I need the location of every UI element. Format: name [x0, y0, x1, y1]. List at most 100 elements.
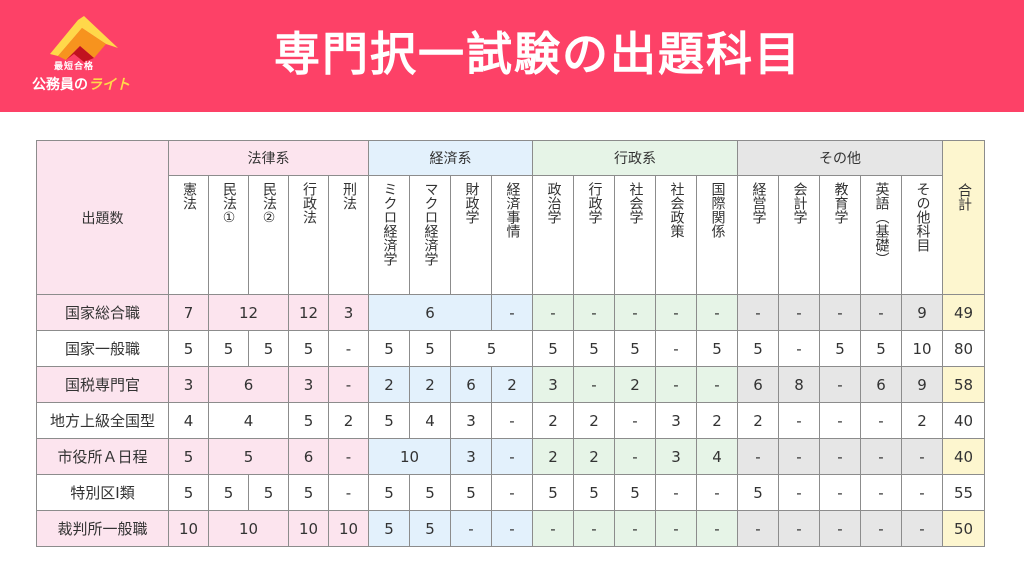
table-cell: 5: [368, 402, 410, 439]
table-cell: 10: [288, 510, 329, 547]
table-cell: -: [778, 510, 820, 547]
total-header: 合計: [942, 140, 985, 295]
row-label: 市役所Ａ日程: [36, 438, 169, 475]
subject-header: 民法②: [248, 175, 289, 295]
table-cell: 12: [288, 294, 329, 331]
table-cell: -: [901, 438, 943, 475]
table-cell: 2: [737, 402, 779, 439]
subjects-table: 出題数 法律系 経済系 行政系 その他 合計 憲法 民法① 民法② 行政法 刑法…: [36, 140, 985, 547]
table-cell: 5: [288, 474, 329, 511]
table-cell: 2: [368, 366, 410, 403]
subject-header: 経済事情: [491, 175, 533, 295]
table-cell: 5: [288, 402, 329, 439]
row-label: 地方上級全国型: [36, 402, 169, 439]
table-cell: 4: [696, 438, 738, 475]
table-cell: 5: [248, 330, 289, 367]
subject-header: 経営学: [737, 175, 779, 295]
total-cell: 55: [942, 474, 985, 511]
group-header-other: その他: [737, 140, 943, 176]
header-banner: 最短合格 公務員のライト 専門択一試験の出題科目: [0, 0, 1024, 112]
total-cell: 49: [942, 294, 985, 331]
group-header-law: 法律系: [168, 140, 369, 176]
table-cell: 5: [208, 438, 289, 475]
table-cell: -: [860, 474, 902, 511]
total-cell: 58: [942, 366, 985, 403]
table-cell: 2: [614, 366, 656, 403]
table-cell: -: [737, 438, 779, 475]
table-cell: -: [573, 366, 615, 403]
table-cell: -: [655, 366, 697, 403]
table-cell: 9: [901, 294, 943, 331]
logo-text-main: 公務員の: [32, 77, 88, 93]
table-cell: 5: [614, 330, 656, 367]
table-cell: 10: [901, 330, 943, 367]
table-cell: 6: [860, 366, 902, 403]
table-cell: 9: [901, 366, 943, 403]
table-cell: -: [778, 294, 820, 331]
logo-text: 公務員のライト: [32, 74, 130, 94]
total-cell: 50: [942, 510, 985, 547]
table-cell: 5: [208, 330, 249, 367]
table-cell: 5: [368, 474, 410, 511]
table-cell: 6: [288, 438, 329, 475]
table-cell: -: [328, 330, 369, 367]
row-label: 国家総合職: [36, 294, 169, 331]
table-cell: -: [696, 366, 738, 403]
logo-text-accent: ライト: [88, 77, 130, 93]
table-cell: 5: [696, 330, 738, 367]
table-cell: 10: [168, 510, 209, 547]
subject-header: ミクロ経済学: [368, 175, 410, 295]
table-cell: 3: [450, 438, 492, 475]
table-cell: -: [655, 294, 697, 331]
table-cell: 6: [208, 366, 289, 403]
table-cell: -: [696, 294, 738, 331]
table-cell: 3: [288, 366, 329, 403]
table-cell: 2: [573, 438, 615, 475]
subject-header: 教育学: [819, 175, 861, 295]
table-cell: 5: [737, 330, 779, 367]
table-cell: 2: [573, 402, 615, 439]
table-cell: -: [860, 294, 902, 331]
total-cell: 80: [942, 330, 985, 367]
table-cell: 3: [450, 402, 492, 439]
subject-header: 会計学: [778, 175, 820, 295]
table-cell: -: [614, 438, 656, 475]
table-cell: -: [819, 294, 861, 331]
table-cell: -: [696, 474, 738, 511]
group-header-admin: 行政系: [532, 140, 738, 176]
table-cell: 3: [328, 294, 369, 331]
table-cell: -: [696, 510, 738, 547]
table-row: 地方上級全国型 4 4 5 2 5 4 3 - 2 2 - 3 2 2 - - …: [36, 402, 985, 439]
table-cell: -: [819, 510, 861, 547]
table-cell: 5: [208, 474, 249, 511]
total-label: 合計: [956, 183, 972, 211]
table-cell: -: [491, 438, 533, 475]
table-cell: 5: [168, 474, 209, 511]
subject-header: 社会政策: [655, 175, 697, 295]
total-cell: 40: [942, 438, 985, 475]
table-cell: 3: [532, 366, 574, 403]
table-cell: -: [532, 510, 574, 547]
corner-label: 出題数: [36, 140, 169, 295]
table-cell: 5: [409, 510, 451, 547]
table-row: 裁判所一般職 10 10 10 10 5 5 - - - - - - - - -…: [36, 510, 985, 547]
subject-header: 憲法: [168, 175, 209, 295]
table-cell: 2: [532, 402, 574, 439]
subject-header: 政治学: [532, 175, 574, 295]
table-cell: 4: [208, 402, 289, 439]
subject-header: 英語（基礎）: [860, 175, 902, 295]
table-cell: -: [778, 438, 820, 475]
table-cell: -: [573, 294, 615, 331]
table-cell: -: [901, 510, 943, 547]
table-cell: 12: [208, 294, 289, 331]
subject-header: 行政学: [573, 175, 615, 295]
table-cell: -: [328, 438, 369, 475]
table-cell: -: [819, 402, 861, 439]
subject-header: 財政学: [450, 175, 492, 295]
table-cell: -: [491, 510, 533, 547]
table-cell: -: [655, 330, 697, 367]
row-label: 国家一般職: [36, 330, 169, 367]
table-cell: 5: [573, 330, 615, 367]
table-cell: -: [819, 438, 861, 475]
table-cell: -: [778, 330, 820, 367]
